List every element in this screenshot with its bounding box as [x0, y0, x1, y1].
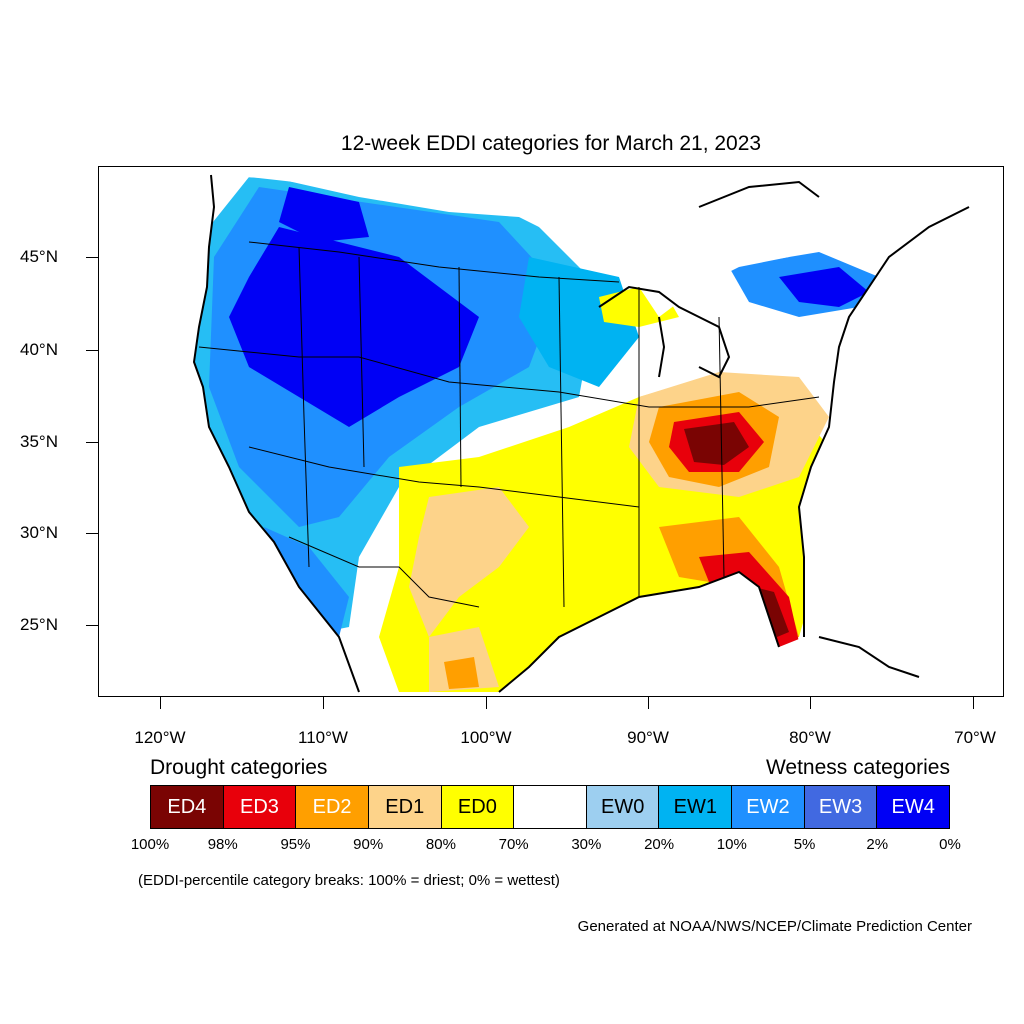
eddi-map: [98, 166, 1004, 697]
lat-label-45: 45°N: [20, 247, 58, 266]
lon-label-90: 90°W: [627, 728, 669, 747]
legend-cell-ew1: EW1: [659, 786, 733, 828]
legend-break-label: 20%: [644, 836, 675, 853]
credit-line: Generated at NOAA/NWS/NCEP/Climate Predi…: [577, 918, 972, 935]
legend-cell-ed3: ED3: [223, 786, 297, 828]
legend-break-label: 98%: [207, 836, 238, 853]
lat-label-40: 40°N: [20, 340, 58, 359]
legend-wetness-heading: Wetness categories: [765, 756, 950, 779]
legend-cell-ed1: ED1: [368, 786, 442, 828]
lon-tick-110: [323, 697, 324, 709]
region-ed4-east: [684, 422, 749, 465]
state-boundaries: [198, 241, 820, 608]
lon-tick-120: [160, 697, 161, 709]
legend-cell-ew3: EW3: [804, 786, 878, 828]
lat-tick-45: [86, 257, 98, 258]
region-ew1-baja: [264, 527, 349, 637]
lon-tick-90: [648, 697, 649, 709]
eddi-map-canvas: [192, 174, 970, 693]
lon-tick-80: [810, 697, 811, 709]
legend-break-label: 80%: [425, 836, 456, 853]
legend-break-label: 90%: [353, 836, 384, 853]
region-ew4-north: [279, 187, 369, 242]
lat-tick-40: [86, 350, 98, 351]
legend-break-label: 100%: [130, 836, 170, 853]
legend-drought-heading: Drought categories: [150, 756, 328, 779]
legend-break-label: 95%: [280, 836, 311, 853]
lat-tick-30: [86, 533, 98, 534]
region-ed2-mexico: [444, 657, 479, 689]
legend-break-label: 70%: [498, 836, 529, 853]
lon-tick-100: [486, 697, 487, 709]
region-ew4-northeast: [779, 267, 869, 307]
legend-note: (EDDI-percentile category breaks: 100% =…: [138, 872, 560, 889]
map-title: 12-week EDDI categories for March 21, 20…: [340, 132, 762, 155]
legend-break-label: 5%: [793, 836, 816, 853]
legend-cell-normal: [514, 786, 587, 828]
lon-tick-70: [973, 697, 974, 709]
region-ew1-east: [519, 257, 639, 387]
legend-cell-ed0: ED0: [441, 786, 515, 828]
legend-break-label: 2%: [866, 836, 889, 853]
legend-cell-ew4: EW4: [877, 786, 950, 828]
legend-cell-ed4: ED4: [151, 786, 224, 828]
lon-label-100: 100°W: [460, 728, 512, 747]
lon-label-80: 80°W: [789, 728, 831, 747]
region-ed3-northeast: [739, 189, 794, 222]
lat-tick-35: [86, 442, 98, 443]
lat-label-35: 35°N: [20, 432, 58, 451]
legend-break-label: 0%: [939, 836, 961, 853]
lon-label-120: 120°W: [134, 728, 186, 747]
legend-cell-ed2: ED2: [296, 786, 369, 828]
lat-label-25: 25°N: [20, 615, 58, 634]
lon-label-110: 110°W: [298, 728, 348, 747]
region-ew4: [229, 227, 479, 427]
lon-label-70: 70°W: [954, 728, 996, 747]
legend-cell-ew2: EW2: [732, 786, 805, 828]
coastlines: [192, 174, 970, 693]
legend-bar: ED4 ED3 ED2 ED1 ED0 EW0 EW1 EW2 EW3 EW4: [150, 785, 950, 829]
lat-label-30: 30°N: [20, 523, 58, 542]
legend-cell-ew0: EW0: [586, 786, 660, 828]
legend-break-label: 30%: [571, 836, 602, 853]
lat-tick-25: [86, 625, 98, 626]
legend-break-label: 10%: [716, 836, 747, 853]
